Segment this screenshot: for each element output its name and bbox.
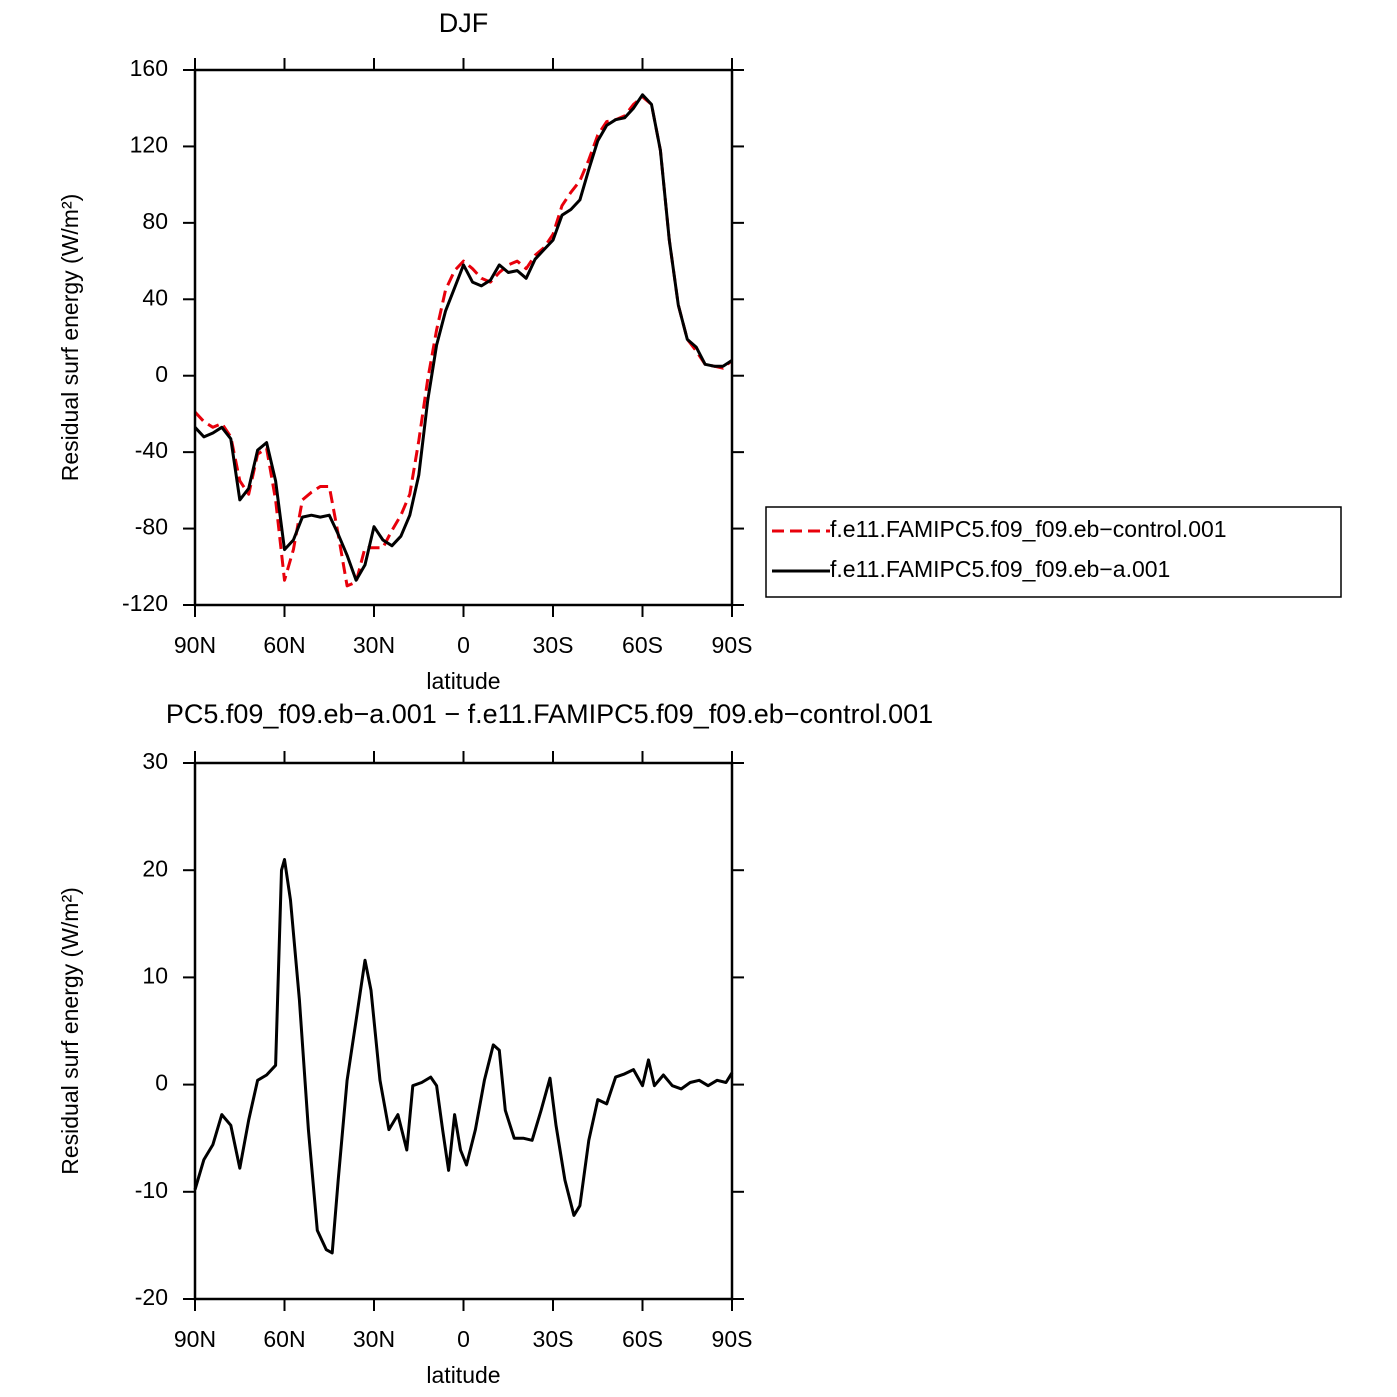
x-tick-label: 60N (263, 632, 305, 658)
x-tick-label: 90S (712, 1326, 753, 1352)
x-tick-label: 90N (174, 632, 216, 658)
y-axis-label: Residual surf energy (W/m²) (57, 887, 83, 1175)
series-line (193, 93, 733, 582)
legend-box (765, 506, 1342, 598)
y-tick-label: 40 (142, 284, 168, 310)
y-tick-label: -10 (135, 1177, 168, 1203)
series-line (193, 95, 733, 588)
chart-title: DJF (439, 8, 489, 38)
legend-label: f.e11.FAMIPC5.f09_f09.eb−control.001 (830, 516, 1227, 542)
panel: DJF latitude Residual surf energy (W/m²) 90… (57, 8, 1342, 694)
y-tick-label: 10 (142, 962, 168, 988)
y-tick-label: -20 (135, 1284, 168, 1310)
x-tick-label: 60N (263, 1326, 305, 1352)
y-tick-label: -40 (135, 437, 168, 463)
x-tick-label: 30N (353, 1326, 395, 1352)
x-tick-label: 90N (174, 1326, 216, 1352)
x-tick-label: 30N (353, 632, 395, 658)
y-tick-label: 30 (142, 748, 168, 774)
x-tick-label: 0 (457, 1326, 470, 1352)
y-tick-label: 120 (130, 132, 168, 158)
y-tick-label: 0 (155, 361, 168, 387)
plot-frame (193, 68, 734, 607)
x-tick-label: 60S (622, 1326, 663, 1352)
x-axis-label: latitude (426, 668, 500, 694)
y-tick-label: 80 (142, 208, 168, 234)
x-tick-label: 30S (533, 1326, 574, 1352)
x-tick-label: 90S (712, 632, 753, 658)
chart-title: PC5.f09_f09.eb−a.001 − f.e11.FAMIPC5.f09… (166, 699, 933, 729)
plot-frame (193, 761, 734, 1301)
x-axis-label: latitude (426, 1362, 500, 1388)
x-tick-label: 0 (457, 632, 470, 658)
y-tick-label: 0 (155, 1070, 168, 1096)
y-tick-label: 160 (130, 55, 168, 81)
series-line (193, 858, 734, 1255)
legend-label: f.e11.FAMIPC5.f09_f09.eb−a.001 (830, 556, 1170, 582)
x-tick-label: 60S (622, 632, 663, 658)
y-tick-label: -80 (135, 514, 168, 540)
x-tick-label: 30S (533, 632, 574, 658)
panel: PC5.f09_f09.eb−a.001 − f.e11.FAMIPC5.f09… (57, 699, 933, 1388)
y-axis-label: Residual surf energy (W/m²) (57, 194, 83, 482)
y-tick-label: -120 (122, 590, 168, 616)
y-tick-label: 20 (142, 855, 168, 881)
